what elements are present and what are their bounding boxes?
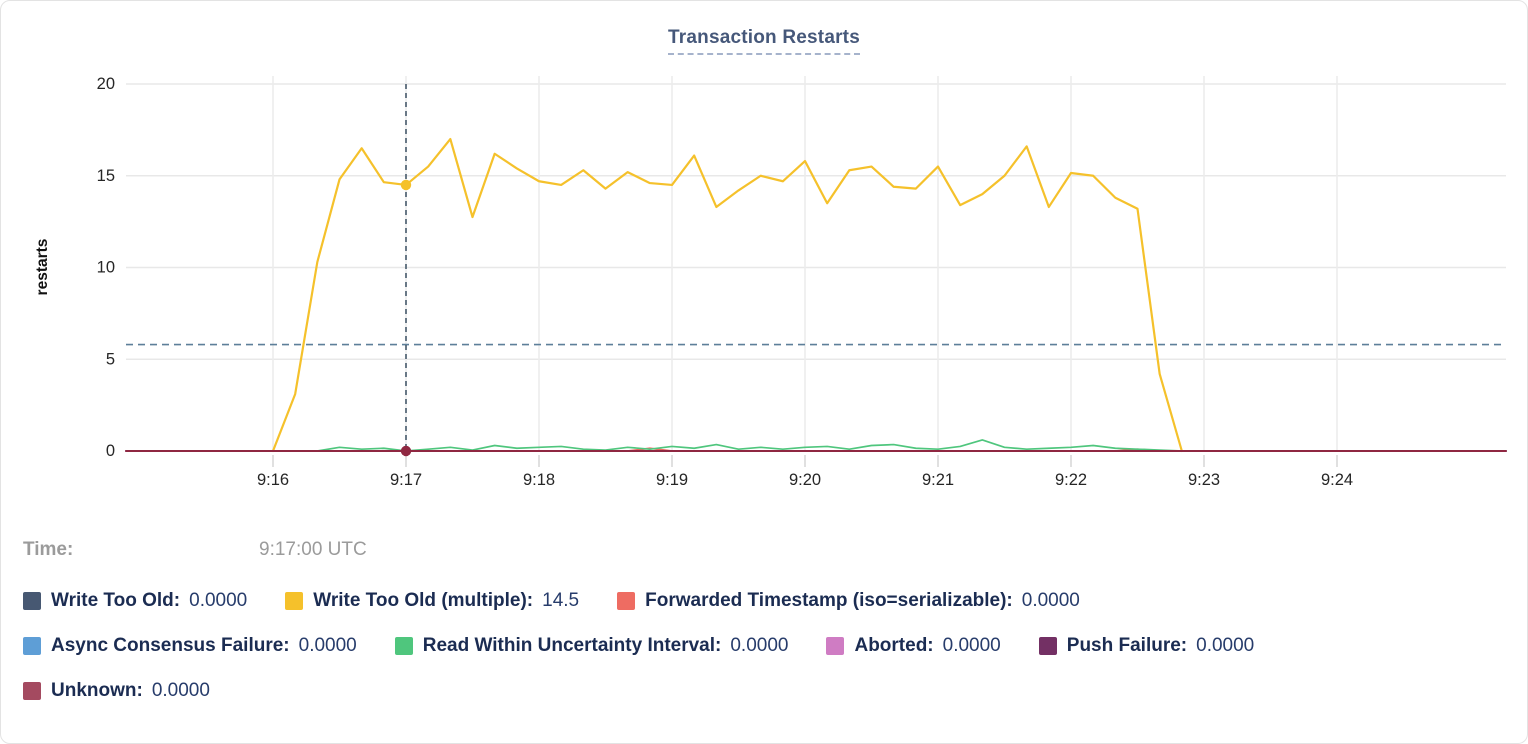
legend-label: Unknown: — [51, 680, 143, 701]
y-tick-label: 5 — [106, 350, 115, 368]
legend-label: Async Consensus Failure: — [51, 635, 290, 656]
x-tick-label: 9:21 — [922, 471, 954, 489]
legend-swatch-write-too-old-multiple — [285, 592, 304, 610]
x-tick-label: 9:20 — [789, 471, 821, 489]
legend-row: Unknown: 0.0000 — [23, 679, 1507, 703]
legend-value: 0.0000 — [189, 590, 248, 611]
transaction-restarts-chart[interactable]: 0 5 10 15 20 9:16 9:17 9:18 9:19 9:20 9:21 9:22 9:23… — [1, 1, 1528, 521]
crosshair-point-write-too-old-multiple — [400, 179, 412, 191]
legend-value: 0.0000 — [942, 635, 1001, 656]
legend-swatch-aborted — [826, 637, 845, 655]
y-axis-label: restarts — [34, 239, 51, 296]
y-tick-label: 0 — [106, 442, 115, 460]
time-label: Time: — [23, 539, 74, 560]
legend-swatch-async-consensus-failure — [23, 637, 41, 655]
legend-item-async-consensus-failure: Async Consensus Failure: 0.0000 — [23, 634, 357, 658]
legend-item-unknown: Unknown: 0.0000 — [23, 679, 210, 703]
hover-time-row: Time: 9:17:00 UTC — [23, 539, 1507, 561]
y-tick-label: 10 — [97, 259, 115, 277]
legend-label: Write Too Old (multiple): — [313, 590, 534, 611]
legend-swatch-forwarded-timestamp-iso-serializable — [617, 592, 636, 610]
x-tick-label: 9:19 — [656, 471, 688, 489]
x-tick-label: 9:24 — [1321, 471, 1353, 489]
chart-title-wrap: Transaction Restarts — [1, 27, 1527, 55]
legend-item-aborted: Aborted: 0.0000 — [826, 634, 1001, 658]
x-tick-label: 9:23 — [1188, 471, 1220, 489]
chart-legend: Write Too Old: 0.0000 Write Too Old (multi… — [23, 589, 1507, 703]
x-tick-label: 9:16 — [257, 471, 289, 489]
y-tick-label: 20 — [97, 75, 115, 93]
legend-item-write-too-old: Write Too Old: 0.0000 — [23, 589, 247, 613]
chart-title[interactable]: Transaction Restarts — [668, 27, 860, 55]
legend-value: 0.0000 — [1021, 590, 1080, 611]
x-tick-label: 9:18 — [523, 471, 555, 489]
crosshair-point-unknown — [400, 445, 412, 457]
legend-item-read-within-uncertainty-interval: Read Within Uncertainty Interval: 0.0000 — [394, 634, 789, 658]
legend-value: 0.0000 — [1196, 635, 1255, 656]
time-value: 9:17:00 UTC — [259, 539, 367, 560]
legend-value: 0.0000 — [298, 635, 357, 656]
legend-label: Read Within Uncertainty Interval: — [422, 635, 722, 656]
legend-value: 0.0000 — [151, 680, 210, 701]
legend-item-forwarded-timestamp-iso-serializable: Forwarded Timestamp (iso=serializable): 0… — [617, 589, 1080, 613]
legend-swatch-unknown — [23, 682, 41, 700]
legend-label: Write Too Old: — [51, 590, 181, 611]
legend-row: Write Too Old: 0.0000 Write Too Old (multi… — [23, 589, 1507, 613]
legend-swatch-write-too-old — [23, 592, 41, 610]
x-tick-label: 9:17 — [390, 471, 422, 489]
legend-item-write-too-old-multiple: Write Too Old (multiple): 14.5 — [285, 589, 579, 613]
legend-row: Async Consensus Failure: 0.0000 Read Withi… — [23, 634, 1507, 658]
y-tick-label: 15 — [97, 167, 115, 185]
legend-value: 0.0000 — [730, 635, 789, 656]
series-line-read-within-uncertainty-interval — [272, 439, 1183, 452]
x-tick-label: 9:22 — [1055, 471, 1087, 489]
legend-value: 14.5 — [542, 590, 580, 611]
legend-label: Push Failure: — [1066, 635, 1188, 656]
series-line-write-too-old-multiple — [271, 137, 1183, 453]
legend-label: Aborted: — [854, 635, 934, 656]
legend-swatch-read-within-uncertainty-interval — [394, 637, 413, 655]
legend-label: Forwarded Timestamp (iso=serializable): — [645, 590, 1013, 611]
legend-swatch-push-failure — [1038, 637, 1057, 655]
legend-item-push-failure: Push Failure: 0.0000 — [1038, 634, 1255, 658]
